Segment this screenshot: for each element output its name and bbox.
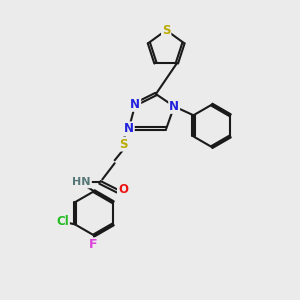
Text: N: N — [169, 100, 179, 113]
Text: S: S — [119, 138, 128, 151]
Text: HN: HN — [72, 177, 91, 188]
Text: F: F — [89, 238, 98, 251]
Text: N: N — [124, 122, 134, 135]
Text: S: S — [162, 24, 170, 37]
Text: Cl: Cl — [56, 215, 69, 229]
Text: N: N — [130, 98, 140, 111]
Text: O: O — [118, 183, 128, 196]
